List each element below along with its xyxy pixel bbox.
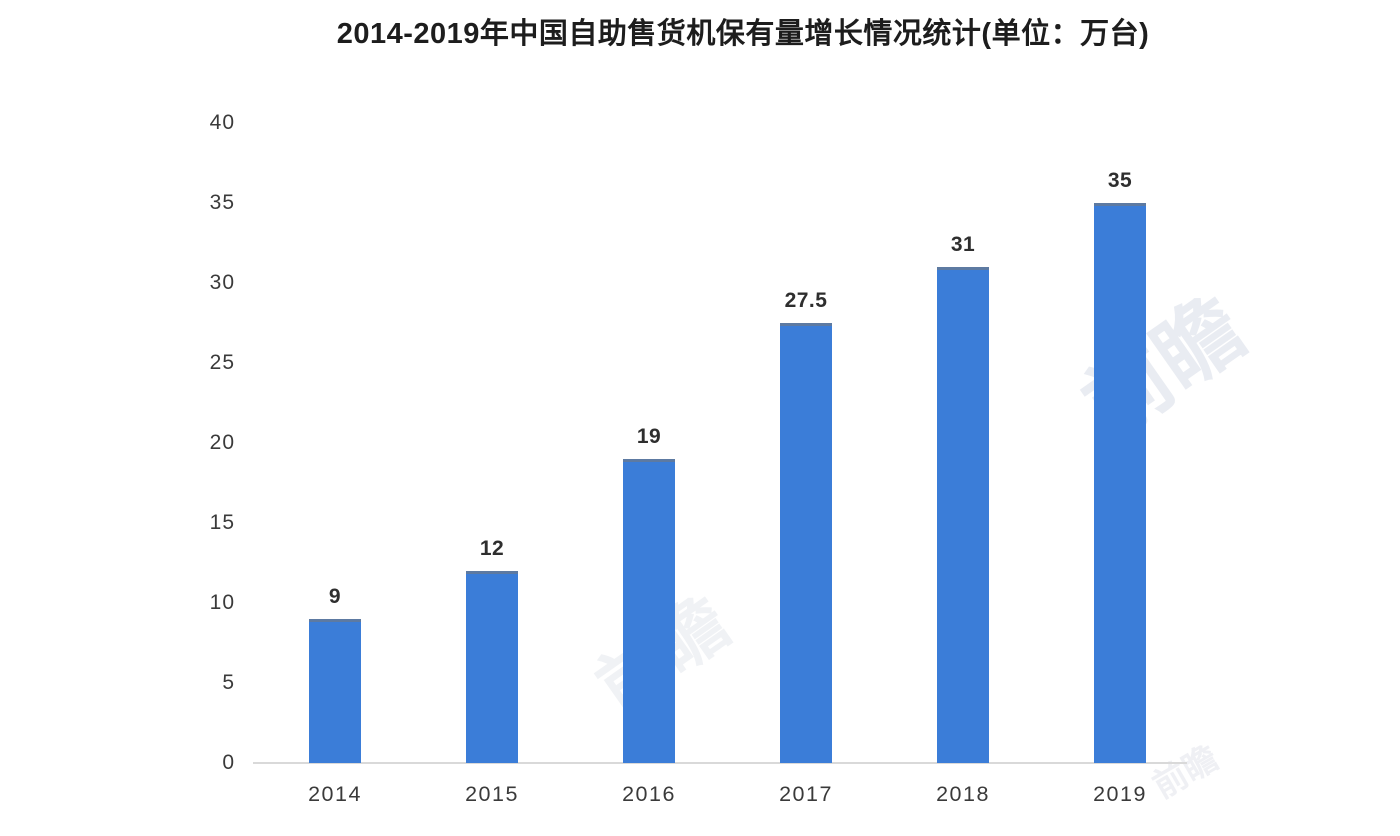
x-axis-line xyxy=(253,762,1187,764)
watermark-logo: 前瞻 xyxy=(1067,280,1262,456)
bar-2019 xyxy=(1094,203,1146,763)
y-axis-tick-label: 0 xyxy=(222,751,235,774)
bar-value-label: 12 xyxy=(479,537,505,560)
y-axis-tick-label: 40 xyxy=(209,111,235,134)
y-axis-tick-label: 20 xyxy=(209,431,235,454)
bar-value-label: 19 xyxy=(636,425,662,448)
x-axis-category-label: 2016 xyxy=(622,782,676,806)
bar-value-label: 9 xyxy=(328,585,342,608)
bar-value-label: 27.5 xyxy=(784,289,828,312)
y-axis-tick-label: 30 xyxy=(209,271,235,294)
y-axis-tick-label: 35 xyxy=(209,191,235,214)
x-axis-category-label: 2015 xyxy=(465,782,519,806)
chart-title: 2014-2019年中国自助售货机保有量增长情况统计(单位：万台) xyxy=(336,18,1150,50)
bar-2016 xyxy=(623,459,675,763)
y-axis-tick-label: 25 xyxy=(209,351,235,374)
bar-2015 xyxy=(466,571,518,763)
bar-2014 xyxy=(309,619,361,763)
x-axis-category-label: 2019 xyxy=(1093,782,1147,806)
bar-value-label: 35 xyxy=(1107,169,1133,192)
bar-2017 xyxy=(780,323,832,763)
y-axis-tick-label: 5 xyxy=(222,671,235,694)
bar-2018 xyxy=(937,267,989,763)
x-axis-category-label: 2017 xyxy=(779,782,833,806)
bar-value-label: 31 xyxy=(950,233,976,256)
x-axis-category-label: 2014 xyxy=(308,782,362,806)
x-axis-category-label: 2018 xyxy=(936,782,990,806)
y-axis-tick-label: 15 xyxy=(209,511,235,534)
y-axis-tick-label: 10 xyxy=(209,591,235,614)
